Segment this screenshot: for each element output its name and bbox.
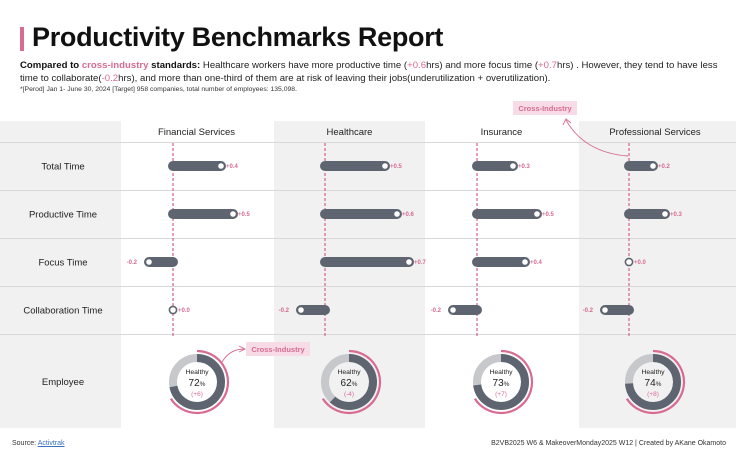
row-divider (0, 238, 736, 239)
bar-end-marker (448, 305, 458, 315)
bar-end-marker (508, 161, 518, 171)
donut-healthy-arc (169, 354, 225, 410)
cross-industry-ring (473, 349, 534, 415)
subtitle-value-1: +0.6 (407, 60, 427, 71)
row-divider (0, 334, 736, 335)
page-title: Productivity Benchmarks Report (32, 22, 444, 52)
donut-healthy-arc (473, 354, 529, 410)
arrowhead-icon (562, 118, 572, 126)
data-label: -0.2 (279, 308, 290, 314)
bar-end-marker (624, 257, 634, 267)
data-label: +0.5 (238, 212, 251, 218)
cross-industry-tag-label: Cross-Industry (518, 104, 572, 113)
row-label: Collaboration Time (23, 306, 102, 317)
subtitle-value-2: +0.7 (538, 60, 557, 71)
subtitle-text-2: hrs) and more focus time ( (426, 60, 539, 71)
data-label: +0.5 (390, 164, 403, 170)
healthcare-column-band (274, 121, 425, 428)
donut-center-label: Healthy (641, 369, 665, 376)
column-header: Financial Services (158, 127, 235, 138)
data-label: -0.2 (431, 308, 442, 314)
cross-industry-arrow-bottom (221, 348, 245, 363)
bar-end-marker (168, 305, 178, 315)
subtitle-lead: Compared to (20, 60, 82, 71)
row-label: Productive Time (29, 210, 97, 221)
donut-diff-label: (-4) (344, 391, 354, 398)
data-label: +0.4 (530, 260, 543, 266)
bar-end-marker (600, 305, 610, 315)
column-header: Insurance (481, 127, 523, 138)
bar-end-marker (404, 257, 414, 267)
donut-diff-label: (+7) (495, 391, 507, 398)
title-accent-bar (20, 27, 24, 51)
cross-industry-ring (321, 349, 382, 415)
professional-column-band (579, 121, 736, 428)
cross-industry-ring (625, 349, 686, 415)
source-link[interactable]: Activtrak (37, 440, 65, 447)
data-label: -0.2 (583, 308, 594, 314)
source-label: Source: (12, 440, 38, 447)
donut-percent: 72% (189, 378, 206, 389)
bar-end-marker (660, 209, 670, 219)
row-divider (0, 142, 736, 143)
period-note: *[Perod] Jan 1- June 30, 2024 [Target] 9… (20, 86, 297, 93)
data-label: +0.3 (670, 212, 683, 218)
data-label: +0.5 (542, 212, 555, 218)
column-header: Healthcare (327, 127, 373, 138)
donut-percent: 62% (341, 378, 358, 389)
subtitle-value-3: -0.2 (101, 73, 119, 84)
cross-industry-tag-top (513, 101, 577, 115)
data-label: +0.2 (658, 164, 671, 170)
row-label: Total Time (41, 162, 84, 173)
data-label: +0.4 (226, 164, 239, 170)
data-label: +0.7 (414, 260, 427, 266)
row-divider (0, 190, 736, 191)
data-label: +0.0 (178, 308, 191, 314)
bar-end-marker (392, 209, 402, 219)
donut-diff-label: (+8) (647, 391, 659, 398)
bar-end-marker (532, 209, 542, 219)
credit-footer: B2VB2025 W6 & MakeoverMonday2025 W12 | C… (491, 440, 726, 447)
donut-diff-label: (+6) (191, 391, 203, 398)
subtitle-highlight: cross-industry (81, 60, 149, 71)
donut-percent: 74% (645, 378, 662, 389)
donut-healthy-arc (329, 354, 377, 410)
cross-industry-tag-label: Cross-Industry (251, 345, 305, 354)
row-label: Employee (42, 377, 84, 388)
cross-industry-ring (169, 349, 230, 415)
cross-industry-arrow-top (565, 119, 629, 157)
bar-end-marker (296, 305, 306, 315)
row-label: Focus Time (38, 258, 87, 269)
cross-industry-tag-bottom (246, 342, 310, 356)
bar-end-marker (216, 161, 226, 171)
donut-center-label: Healthy (185, 369, 209, 376)
bar-end-marker (648, 161, 658, 171)
bar-end-marker (380, 161, 390, 171)
label-column-band (0, 121, 121, 428)
bar-end-marker (144, 257, 154, 267)
arrowhead-icon (238, 345, 247, 353)
subtitle-text-4: hrs), and more than one-third of them ar… (118, 73, 551, 84)
bar-end-marker (520, 257, 530, 267)
donut-center-label: Healthy (489, 369, 513, 376)
donut-healthy-arc (625, 354, 681, 410)
donut-percent: 73% (493, 378, 510, 389)
data-label: +0.3 (518, 164, 531, 170)
row-divider (0, 286, 736, 287)
subtitle-text-3: hrs) . However, they tend to have less t… (20, 60, 718, 84)
data-label: +0.6 (402, 212, 415, 218)
subtitle-text-1: Healthcare workers have more productive … (200, 60, 408, 71)
subtitle: Compared to cross-industry standards: He… (20, 59, 720, 85)
column-header: Professional Services (609, 127, 701, 138)
data-label: +0.0 (634, 260, 647, 266)
donut-center-label: Healthy (337, 369, 361, 376)
subtitle-lead-end: standards: (148, 60, 201, 71)
data-label: -0.2 (127, 260, 138, 266)
source-footer: Source: Activtrak (12, 440, 65, 447)
bar-end-marker (228, 209, 238, 219)
